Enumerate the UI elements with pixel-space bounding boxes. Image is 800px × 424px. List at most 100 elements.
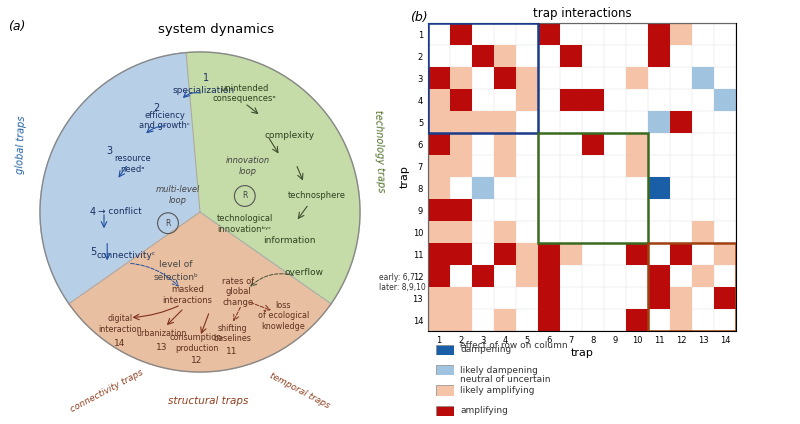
Text: efficiency
and growthᶜ: efficiency and growthᶜ [139,111,190,131]
Text: neutral of uncertain: neutral of uncertain [460,375,550,384]
Bar [494,221,516,243]
Text: technology traps: technology traps [373,110,386,192]
Bar [450,67,472,89]
Text: global traps: global traps [14,115,27,174]
Bar [582,89,604,111]
Text: multi-level: multi-level [155,185,200,194]
Text: likely amplifying: likely amplifying [460,386,534,395]
Bar [450,243,472,265]
Text: 1: 1 [203,73,210,83]
Text: resource
needᵃ: resource needᵃ [114,154,151,174]
Text: urbanization: urbanization [137,329,186,338]
Bar [428,287,450,309]
Bar [648,177,670,199]
Bar [450,199,472,221]
Bar [582,133,604,155]
Bar [538,309,560,331]
Text: selectionᵇ: selectionᵇ [154,273,198,282]
Bar [428,23,538,133]
Bar [428,221,450,243]
Bar [538,243,560,265]
Bar [450,133,472,155]
Text: (b): (b) [410,11,428,24]
Text: loss
of ecological
knowledge: loss of ecological knowledge [258,301,309,331]
Bar [714,287,736,309]
Text: 13: 13 [156,343,167,352]
Bar [428,111,450,133]
Text: innovationᵇʸᶜ: innovationᵇʸᶜ [218,225,272,234]
Bar [670,287,692,309]
Bar [626,309,648,331]
Text: amplifying: amplifying [460,406,508,416]
Text: early: 6,7
later: 8,9,10: early: 6,7 later: 8,9,10 [379,273,426,292]
Bar [450,309,472,331]
Bar [428,89,450,111]
Bar [428,199,450,221]
Text: specialization: specialization [172,86,234,95]
Bar [714,89,736,111]
Wedge shape [40,53,200,304]
Bar [450,23,472,45]
Bar [670,23,692,45]
Text: likely dampening: likely dampening [460,365,538,375]
Bar [648,287,670,309]
Bar [538,287,560,309]
Bar [494,45,516,67]
Text: (a): (a) [8,20,26,33]
Text: information: information [263,236,316,245]
Bar [472,45,494,67]
Bar [450,89,472,111]
Text: masked
interactions: masked interactions [162,285,212,305]
Bar [450,287,472,309]
Text: R: R [242,192,247,201]
Text: dampening: dampening [460,345,511,354]
Bar [626,243,648,265]
Text: technosphere: technosphere [288,192,346,201]
Bar [692,265,714,287]
Text: rates of
global
change: rates of global change [222,277,254,307]
Text: level of: level of [159,260,193,269]
Bar [560,45,582,67]
Text: 2: 2 [154,103,160,113]
Bar [692,67,714,89]
Bar [538,265,560,287]
Wedge shape [69,212,331,372]
Bar [494,111,516,133]
Text: connectivity traps: connectivity traps [69,368,146,414]
Bar [648,243,736,331]
Bar [538,23,560,45]
Bar [428,133,450,155]
Bar [626,155,648,177]
Bar [516,89,538,111]
Bar [494,243,516,265]
Bar [648,265,670,287]
Bar [428,67,450,89]
Bar [560,243,582,265]
Text: shifting
baselines: shifting baselines [213,324,251,343]
Text: overflow: overflow [285,268,323,277]
Text: technological: technological [217,214,273,223]
Text: complexity: complexity [265,131,314,139]
Bar [516,265,538,287]
Bar [692,221,714,243]
Bar [428,155,450,177]
Bar [670,309,692,331]
Wedge shape [186,52,360,304]
Text: effect of row on column: effect of row on column [460,341,568,350]
Text: structural traps: structural traps [168,396,248,406]
Text: 11: 11 [226,347,238,356]
Text: 5: 5 [90,247,96,257]
Bar [428,265,450,287]
Text: loop: loop [239,167,257,176]
Title: trap interactions: trap interactions [533,8,631,20]
Bar [494,133,516,155]
Bar [428,177,450,199]
Text: unintended
consequencesᵃ: unintended consequencesᵃ [213,84,277,103]
Bar [516,67,538,89]
Bar [714,243,736,265]
Text: R: R [166,219,170,228]
Bar [428,309,450,331]
Text: connectivityᶜ: connectivityᶜ [97,251,156,259]
Bar [494,155,516,177]
Y-axis label: trap: trap [400,166,410,188]
